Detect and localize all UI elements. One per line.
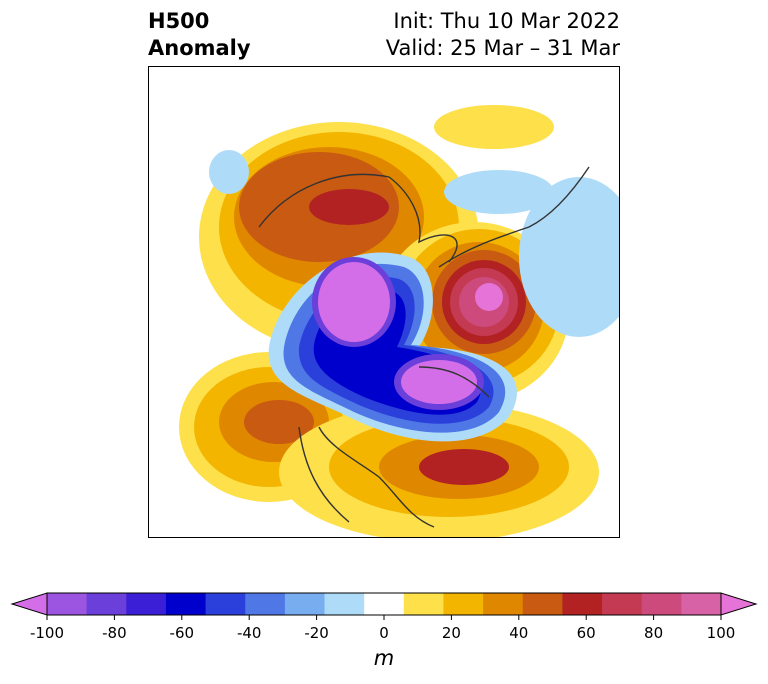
ridge-siberia	[434, 105, 554, 149]
colorbar-swatch	[562, 593, 603, 615]
colorbar-tick-label: 80	[644, 624, 664, 642]
chart-title-left: H500 Anomaly	[148, 8, 251, 62]
colorbar-tick-label: -40	[236, 624, 262, 642]
colorbar-tick-label: 20	[441, 624, 461, 642]
colorbar-unit: m	[373, 646, 395, 670]
colorbar-swatch	[641, 593, 682, 615]
colorbar-svg	[10, 592, 758, 620]
chart-title-right: Init: Thu 10 Mar 2022 Valid: 25 Mar – 31…	[386, 8, 620, 62]
colorbar-extend-low	[10, 592, 48, 616]
colorbar-swatch	[205, 593, 246, 615]
colorbar-swatch	[522, 593, 563, 615]
colorbar-swatch	[602, 593, 643, 615]
colorbar-tick-label: 60	[576, 624, 596, 642]
colorbar	[0, 588, 768, 628]
colorbar-swatch	[47, 593, 88, 615]
colorbar-tick-label: 100	[706, 624, 736, 642]
colorbar-tick-label: -80	[102, 624, 127, 642]
valid-range: Valid: 25 Mar – 31 Mar	[385, 36, 620, 60]
title-variable: H500	[148, 9, 210, 33]
ridge-atlantic	[279, 402, 599, 537]
colorbar-tick-label: -100	[29, 624, 65, 642]
title-field: Anomaly	[148, 36, 251, 60]
anomaly-map	[148, 66, 620, 538]
colorbar-swatch	[483, 593, 524, 615]
colorbar-swatch	[443, 593, 484, 615]
coastlines	[258, 166, 590, 528]
colorbar-swatch	[681, 593, 722, 615]
colorbar-swatch	[165, 593, 207, 615]
colorbar-swatch	[245, 593, 286, 615]
polar-trough	[268, 252, 517, 442]
colorbar-extend-high	[720, 592, 758, 616]
colorbar-swatch	[126, 593, 167, 615]
colorbar-swatch	[86, 593, 127, 615]
colorbar-swatch	[364, 593, 405, 615]
colorbar-tick-label: -20	[304, 624, 329, 642]
colorbar-swatch	[284, 593, 326, 615]
colorbar-tick-label: 40	[509, 624, 529, 642]
init-date: Init: Thu 10 Mar 2022	[393, 9, 620, 33]
ridge-europe	[379, 222, 569, 402]
colorbar-swatch	[324, 593, 365, 615]
colorbar-swatch	[403, 593, 444, 615]
colorbar-tick-label: 0	[379, 624, 389, 642]
colorbar-tick-label: -60	[169, 624, 195, 642]
map-svg	[179, 105, 619, 537]
